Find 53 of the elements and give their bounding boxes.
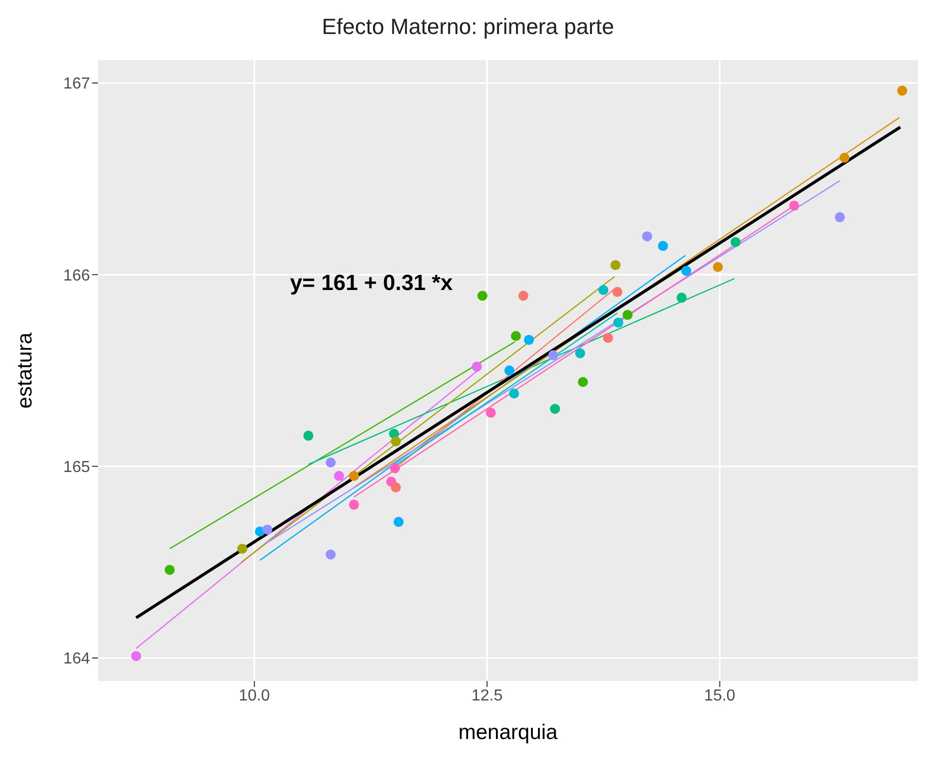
point (897, 86, 908, 96)
point (390, 436, 401, 446)
point (578, 377, 588, 387)
point (730, 237, 741, 248)
point (610, 260, 621, 270)
x-tick-label: 12.5 (471, 687, 503, 704)
point (390, 482, 401, 492)
chart-title: Efecto Materno: primera parte (320, 13, 616, 41)
point (334, 470, 344, 481)
point (839, 152, 850, 163)
point (504, 366, 514, 376)
point (642, 231, 652, 242)
point (789, 200, 800, 211)
point (509, 388, 520, 398)
y-tick-label: 166 (63, 267, 90, 284)
point (486, 408, 496, 418)
x-tick-label: 10.0 (238, 687, 270, 704)
point (348, 470, 359, 481)
point (262, 524, 272, 535)
point (390, 463, 400, 474)
point (477, 290, 488, 301)
point (303, 430, 314, 441)
y-tick-label: 165 (63, 459, 90, 476)
point (622, 310, 633, 320)
point (518, 290, 528, 301)
point (394, 516, 404, 527)
point (712, 262, 723, 272)
y-tick-label: 167 (63, 76, 90, 93)
annotation: y= 161 + 0.31 *x (290, 270, 453, 296)
point (326, 550, 336, 560)
point (603, 332, 614, 343)
point (326, 458, 336, 468)
point (348, 500, 359, 510)
point (237, 544, 248, 554)
point (612, 286, 622, 297)
point (548, 350, 558, 360)
point (613, 318, 624, 328)
x-tick-label: 15.0 (704, 687, 736, 704)
point (676, 292, 687, 303)
point (598, 285, 608, 295)
point (575, 348, 586, 358)
point (524, 334, 534, 345)
point (164, 564, 175, 575)
point (658, 240, 668, 251)
y-tick-label: 164 (63, 650, 90, 668)
x-axis-title: menarquia (458, 721, 558, 744)
point (472, 362, 482, 372)
point (681, 266, 692, 276)
point (834, 212, 845, 222)
point (510, 331, 521, 341)
point (131, 651, 142, 662)
y-axis-title: estatura (13, 332, 36, 408)
point (550, 404, 560, 414)
